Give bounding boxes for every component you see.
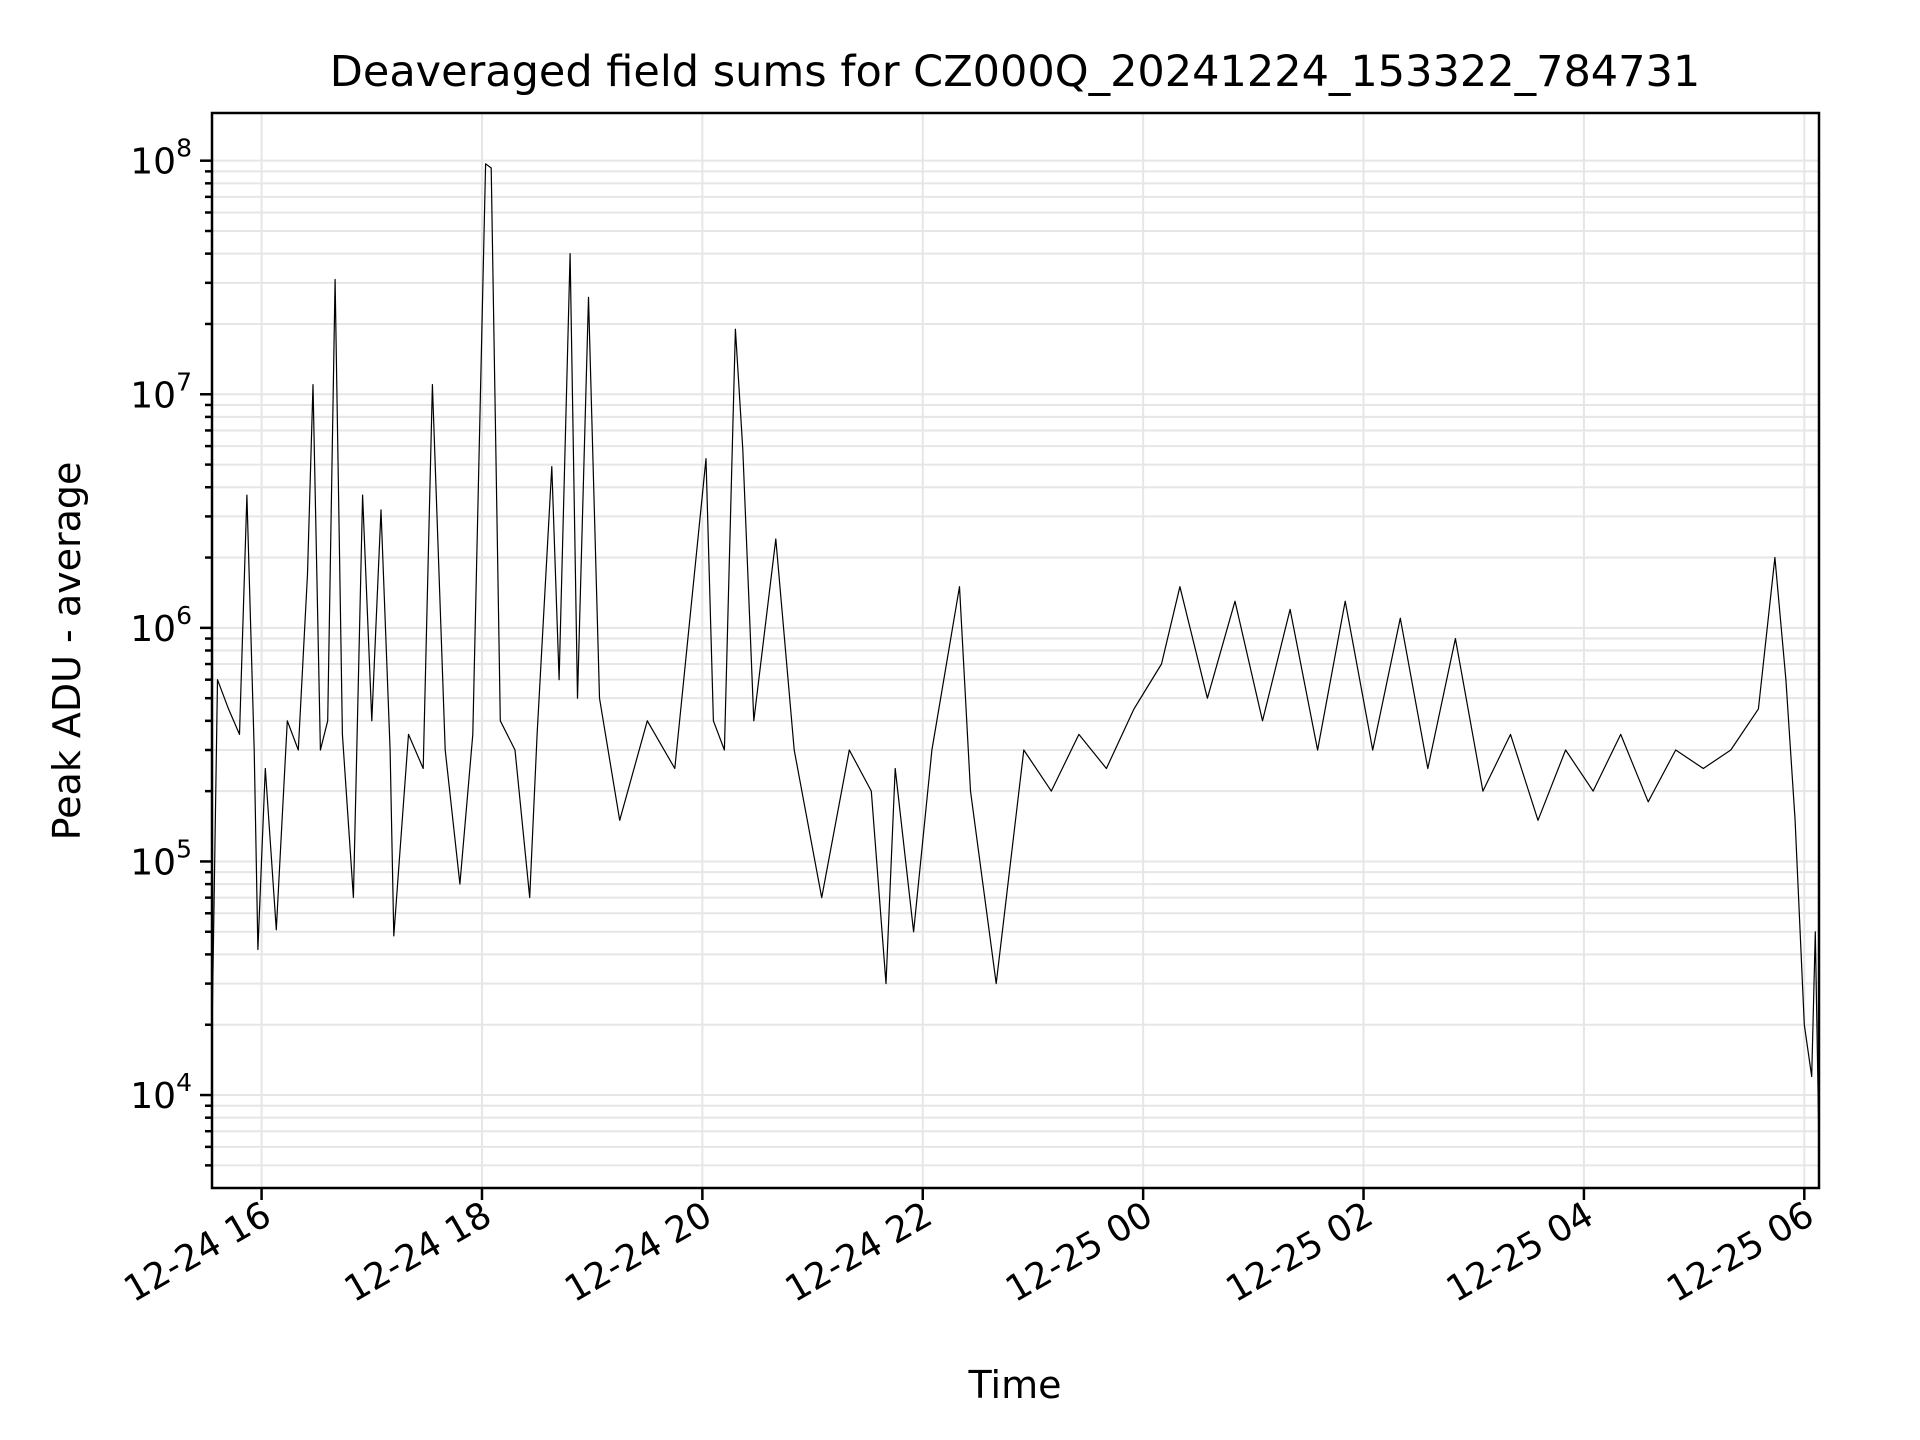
y-tick-label: 104: [130, 1068, 192, 1117]
x-tick-label: 12-24 16: [117, 1194, 278, 1310]
y-tick-label: 107: [130, 367, 192, 416]
chart-title: Deaveraged field sums for CZ000Q_2024122…: [330, 47, 1700, 97]
x-tick-label: 12-25 00: [999, 1194, 1160, 1310]
x-axis-label: Time: [968, 1363, 1062, 1407]
y-tick-label: 105: [130, 834, 192, 883]
y-axis: 104 105 106 107 108: [130, 134, 212, 1167]
y-tick-label: 108: [130, 134, 192, 183]
y-axis-label: Peak ADU - average: [45, 462, 89, 841]
x-tick-label: 12-24 20: [558, 1194, 719, 1310]
x-tick-label: 12-24 18: [338, 1194, 499, 1310]
x-axis: 12-24 16 12-24 18 12-24 20 12-24 22 12-25 00…: [117, 1188, 1821, 1311]
x-tick-label: 12-25 04: [1440, 1194, 1601, 1310]
series-line: [211, 163, 1820, 1147]
x-tick-label: 12-24 22: [779, 1194, 940, 1310]
x-tick-label: 12-25 06: [1660, 1194, 1821, 1310]
x-tick-label: 12-25 02: [1219, 1194, 1380, 1310]
y-tick-label: 106: [130, 601, 192, 650]
grid: [212, 113, 1819, 1188]
